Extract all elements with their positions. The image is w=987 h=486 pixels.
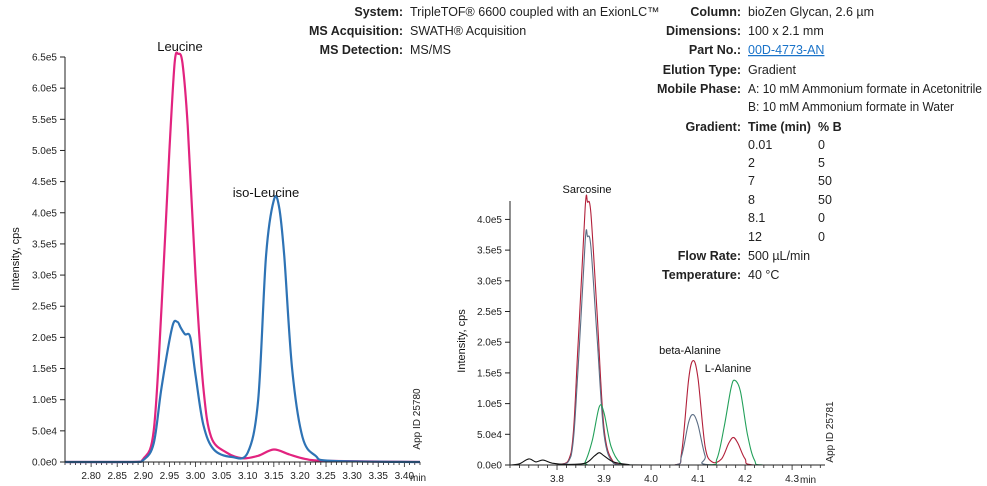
left-x-unit-label: min xyxy=(410,473,426,484)
cond-system-value: TripleTOF® 6600 coupled with an ExionLC™ xyxy=(410,5,660,19)
y-tick-label: 2.5e5 xyxy=(477,307,502,318)
right-x-unit-label: min xyxy=(800,475,816,486)
flow-rate-value: 500 µL/min xyxy=(748,249,810,263)
gradient-time-1: 2 xyxy=(748,156,755,170)
y-tick-label: 3.5e5 xyxy=(32,239,57,250)
left-annotation-isoleucine: iso-Leucine xyxy=(233,185,300,200)
y-tick-label: 1.0e5 xyxy=(477,399,502,410)
y-tick-label: 3.5e5 xyxy=(477,246,502,257)
x-tick-label: 3.9 xyxy=(597,474,611,485)
y-tick-label: 1.0e5 xyxy=(32,395,57,406)
cond-elution-value: Gradient xyxy=(748,63,796,77)
gradient-time-4: 8.1 xyxy=(748,211,765,225)
y-tick-label: 2.0e5 xyxy=(477,338,502,349)
x-tick-label: 2.85 xyxy=(107,471,127,482)
right-annotation-l-alanine: L-Alanine xyxy=(705,363,751,375)
left-annotation-leucine: Leucine xyxy=(157,39,203,54)
y-tick-label: 4.0e5 xyxy=(32,208,57,219)
gradient-b-3: 50 xyxy=(818,193,832,207)
series-line-slate xyxy=(510,229,825,466)
temperature-value: 40 °C xyxy=(748,268,779,282)
cond-mobile-value-a: A: 10 mM Ammonium formate in Acetonitril… xyxy=(748,82,982,96)
cond-detection-label: MS Detection: xyxy=(320,43,403,57)
y-tick-label: 2.0e5 xyxy=(32,333,57,344)
x-tick-label: 3.30 xyxy=(342,471,362,482)
x-tick-label: 3.20 xyxy=(290,471,310,482)
right-annotation-sarcosine: Sarcosine xyxy=(563,184,612,196)
x-tick-label: 4.3 xyxy=(785,474,799,485)
cond-partno-label: Part No.: xyxy=(689,43,741,57)
x-tick-label: 4.2 xyxy=(738,474,752,485)
x-tick-label: 3.40 xyxy=(395,471,415,482)
gradient-time-2: 7 xyxy=(748,174,755,188)
cond-mobile-value-b: B: 10 mM Ammonium formate in Water xyxy=(748,100,954,114)
cond-mobile-label: Mobile Phase: xyxy=(657,82,741,96)
x-tick-label: 3.8 xyxy=(550,474,564,485)
x-tick-label: 3.10 xyxy=(238,471,258,482)
y-tick-label: 3.0e5 xyxy=(477,276,502,287)
gradient-time-5: 12 xyxy=(748,230,762,244)
x-tick-label: 3.35 xyxy=(369,471,389,482)
x-tick-label: 4.0 xyxy=(644,474,658,485)
cond-acquisition-label: MS Acquisition: xyxy=(309,24,403,38)
cond-dimensions-value: 100 x 2.1 mm xyxy=(748,24,824,38)
y-tick-label: 4.5e5 xyxy=(32,177,57,188)
y-tick-label: 4.0e5 xyxy=(477,215,502,226)
right-app-id: App ID 25781 xyxy=(825,401,836,463)
x-tick-label: 3.15 xyxy=(264,471,284,482)
right-annotation-beta-alanine: beta-Alanine xyxy=(659,345,721,357)
part-number-link[interactable]: 00D-4773-AN xyxy=(748,43,824,57)
y-tick-label: 3.0e5 xyxy=(32,271,57,282)
left-app-id: App ID 25780 xyxy=(412,388,423,450)
cond-acquisition-value: SWATH® Acquisition xyxy=(410,24,526,38)
x-tick-label: 3.00 xyxy=(186,471,206,482)
cond-column-value: bioZen Glycan, 2.6 µm xyxy=(748,5,874,19)
flow-rate-label: Flow Rate: xyxy=(678,249,741,263)
gradient-col-time: Time (min) xyxy=(748,120,811,134)
y-tick-label: 6.5e5 xyxy=(32,53,57,64)
x-tick-label: 2.95 xyxy=(160,471,180,482)
cond-detection-value: MS/MS xyxy=(410,43,451,57)
y-tick-label: 1.5e5 xyxy=(477,368,502,379)
x-tick-label: 2.90 xyxy=(134,471,154,482)
cond-column-label: Column: xyxy=(690,5,741,19)
cond-elution-label: Elution Type: xyxy=(663,63,741,77)
gradient-label: Gradient: xyxy=(685,120,741,134)
y-tick-label: 5.5e5 xyxy=(32,115,57,126)
gradient-time-0: 0.01 xyxy=(748,138,772,152)
series-line-magenta xyxy=(65,51,421,464)
series-line-blue xyxy=(65,195,421,464)
y-tick-label: 1.5e5 xyxy=(32,364,57,375)
x-tick-label: 2.80 xyxy=(81,471,101,482)
x-tick-label: 3.25 xyxy=(316,471,336,482)
y-tick-label: 5.0e4 xyxy=(477,430,502,441)
cond-dimensions-label: Dimensions: xyxy=(666,24,741,38)
y-tick-label: 6.0e5 xyxy=(32,84,57,95)
x-tick-label: 3.05 xyxy=(212,471,232,482)
y-tick-label: 5.0e4 xyxy=(32,426,57,437)
y-tick-label: 0.0e0 xyxy=(32,458,57,469)
left-y-axis-label: Intensity, cps xyxy=(10,227,22,291)
gradient-b-4: 0 xyxy=(818,211,825,225)
gradient-col-percent: % B xyxy=(818,120,842,134)
y-tick-label: 5.0e5 xyxy=(32,146,57,157)
cond-system-label: System: xyxy=(354,5,403,19)
gradient-time-3: 8 xyxy=(748,193,755,207)
gradient-b-2: 50 xyxy=(818,174,832,188)
temperature-label: Temperature: xyxy=(662,268,741,282)
right-y-axis-label: Intensity, cps xyxy=(456,309,468,373)
gradient-b-1: 5 xyxy=(818,156,825,170)
y-tick-label: 0.0e0 xyxy=(477,461,502,472)
y-tick-label: 2.5e5 xyxy=(32,302,57,313)
gradient-b-5: 0 xyxy=(818,230,825,244)
gradient-b-0: 0 xyxy=(818,138,825,152)
x-tick-label: 4.1 xyxy=(691,474,705,485)
